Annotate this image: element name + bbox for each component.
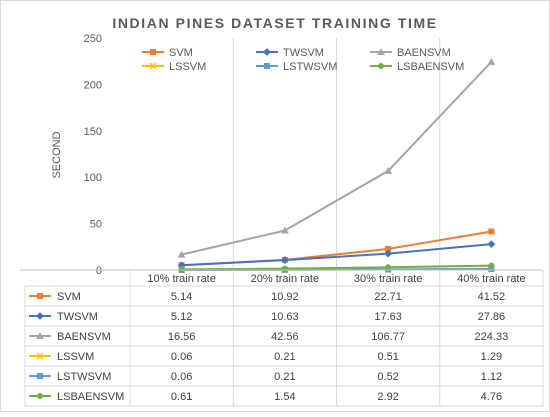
table-cell-value: 16.56 (168, 331, 196, 343)
table-cell-value: 22.71 (374, 291, 402, 303)
data-point (385, 245, 392, 252)
data-point (488, 262, 495, 269)
table-row: TWSVM 5.12 10.63 17.63 27.86 (29, 311, 505, 323)
legend-label: LSBAENSVM (397, 61, 464, 73)
legend-item: BAENSVM (370, 47, 451, 59)
table-row: SVM 5.14 10.92 22.71 41.52 (29, 291, 505, 303)
table-cell-value: 1.12 (481, 371, 502, 383)
table-cell-value: 1.29 (481, 351, 502, 363)
legend-marker (264, 63, 270, 69)
table-row: LSTWSVM 0.06 0.21 0.52 1.12 (29, 371, 502, 383)
table-cell-value: 41.52 (478, 291, 506, 303)
legend-item: LSTWSVM (256, 61, 337, 73)
table-cell-value: 0.52 (377, 371, 398, 383)
legend-label: SVM (169, 47, 193, 59)
table-cell-value: 42.56 (271, 331, 299, 343)
data-point (281, 265, 288, 272)
data-point (280, 256, 289, 265)
x-tick-label: 30% train rate (354, 273, 422, 285)
data-point (385, 264, 392, 271)
table-row-marker (37, 373, 43, 379)
table-row: LSBAENSVM 0.61 1.54 2.92 4.76 (29, 391, 502, 403)
y-tick-label: 250 (84, 33, 102, 45)
table-row-label: BAENSVM (57, 331, 111, 343)
table-cell-value: 10.63 (271, 311, 299, 323)
table-row-label: TWSVM (57, 311, 98, 323)
x-tick-label: 40% train rate (457, 273, 525, 285)
data-point (488, 228, 495, 235)
legend-item: SVM (142, 47, 193, 59)
table-cell-value: 106.77 (371, 331, 405, 343)
table-cell-value: 0.21 (274, 371, 295, 383)
table-row-label: LSBAENSVM (57, 391, 124, 403)
table-cell-value: 0.51 (377, 351, 398, 363)
table-row-marker (37, 393, 43, 399)
legend-label: BAENSVM (397, 47, 451, 59)
table-cell-value: 0.61 (171, 391, 192, 403)
table-row-label: LSSVM (57, 351, 94, 363)
data-point (280, 226, 289, 234)
table-row-marker (36, 312, 44, 320)
y-tick-label: 0 (96, 265, 102, 277)
table-cell-value: 10.92 (271, 291, 299, 303)
table-cell-value: 17.63 (374, 311, 402, 323)
x-tick-label: 20% train rate (251, 273, 319, 285)
y-tick-label: 150 (84, 126, 102, 138)
table-cell-value: 2.92 (377, 391, 398, 403)
legend-marker (377, 48, 385, 55)
y-axis-label: SECOND (51, 131, 63, 178)
table-cell-value: 0.06 (171, 371, 192, 383)
data-point (384, 167, 393, 174)
legend-item: LSBAENSVM (370, 61, 464, 73)
table-cell-value: 5.12 (171, 311, 192, 323)
table-cell-value: 1.54 (274, 391, 295, 403)
legend-label: LSSVM (169, 61, 206, 73)
x-tick-label: 10% train rate (147, 273, 215, 285)
series-line (181, 61, 493, 256)
legend-label: LSTWSVM (283, 61, 337, 73)
series-line (181, 243, 492, 267)
table-row: BAENSVM 16.56 42.56 106.77 224.33 (29, 331, 508, 343)
y-tick-label: 200 (84, 79, 102, 91)
table-row-label: SVM (57, 291, 81, 303)
legend-marker (263, 48, 271, 56)
legend-marker (378, 63, 384, 69)
legend-marker (149, 62, 157, 70)
table-row: LSSVM 0.06 0.21 0.51 1.29 (29, 351, 502, 363)
table-cell-value: 5.14 (171, 291, 192, 303)
table-cell-value: 27.86 (478, 311, 506, 323)
legend-item: TWSVM (256, 47, 324, 59)
table-row-marker (37, 293, 43, 299)
table-cell-value: 0.06 (171, 351, 192, 363)
legend-label: TWSVM (283, 47, 324, 59)
data-point (178, 266, 185, 273)
legend-item: LSSVM (142, 61, 206, 73)
table-row-marker (36, 352, 44, 360)
table-row-label: LSTWSVM (57, 371, 111, 383)
series-baensvm (177, 57, 496, 258)
data-point (487, 240, 496, 249)
series-line (181, 264, 492, 271)
legend-marker (150, 49, 156, 55)
data-point (384, 249, 393, 258)
table-cell-value: 224.33 (475, 331, 509, 343)
y-tick-label: 100 (84, 172, 102, 184)
table-cell-value: 0.21 (274, 351, 295, 363)
table-row-marker (36, 332, 44, 339)
y-tick-label: 50 (90, 219, 102, 231)
chart-title: INDIAN PINES DATASET TRAINING TIME (112, 15, 437, 31)
table-cell-value: 4.76 (481, 391, 502, 403)
data-point (177, 250, 186, 258)
data-point (487, 57, 496, 65)
